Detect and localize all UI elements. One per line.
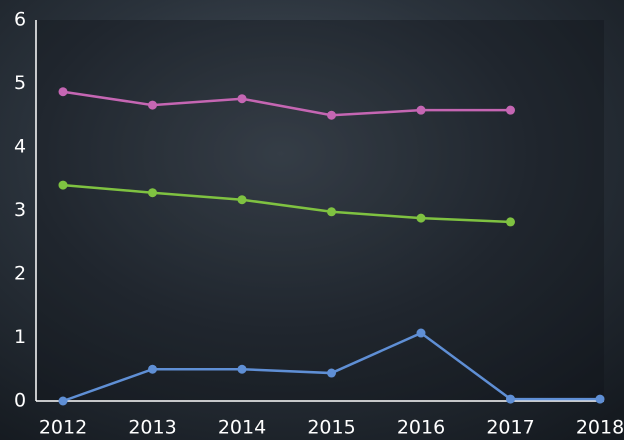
data-point: [327, 111, 336, 120]
data-point: [238, 94, 247, 103]
x-tick-label: 2014: [218, 417, 266, 439]
data-point: [506, 395, 515, 404]
y-tick-label: 0: [14, 390, 26, 412]
data-point: [327, 369, 336, 378]
data-point: [417, 329, 426, 338]
data-point: [59, 181, 68, 190]
data-point: [59, 397, 68, 406]
x-tick-label: 2013: [128, 417, 176, 439]
data-point: [506, 106, 515, 115]
y-tick-label: 1: [14, 326, 26, 348]
y-tick-label: 4: [14, 136, 26, 158]
data-point: [417, 106, 426, 115]
y-tick-label: 6: [14, 9, 26, 31]
data-point: [148, 101, 157, 110]
data-point: [327, 207, 336, 216]
x-tick-label: 2012: [39, 417, 87, 439]
x-tick-label: 2015: [307, 417, 355, 439]
x-tick-label: 2016: [397, 417, 445, 439]
data-point: [59, 87, 68, 96]
data-point: [596, 395, 605, 404]
x-tick-label: 2018: [576, 417, 624, 439]
y-tick-label: 5: [14, 72, 26, 94]
data-point: [238, 195, 247, 204]
data-point: [506, 217, 515, 226]
data-point: [148, 365, 157, 374]
y-tick-label: 3: [14, 199, 26, 221]
x-tick-label: 2017: [486, 417, 534, 439]
y-tick-label: 2: [14, 263, 26, 285]
data-point: [417, 214, 426, 223]
data-point: [148, 188, 157, 197]
chart: 0 1 2 3 4 5 6 2012 2013 2014 2015 2016 2017 2018: [0, 0, 624, 440]
data-point: [238, 365, 247, 374]
